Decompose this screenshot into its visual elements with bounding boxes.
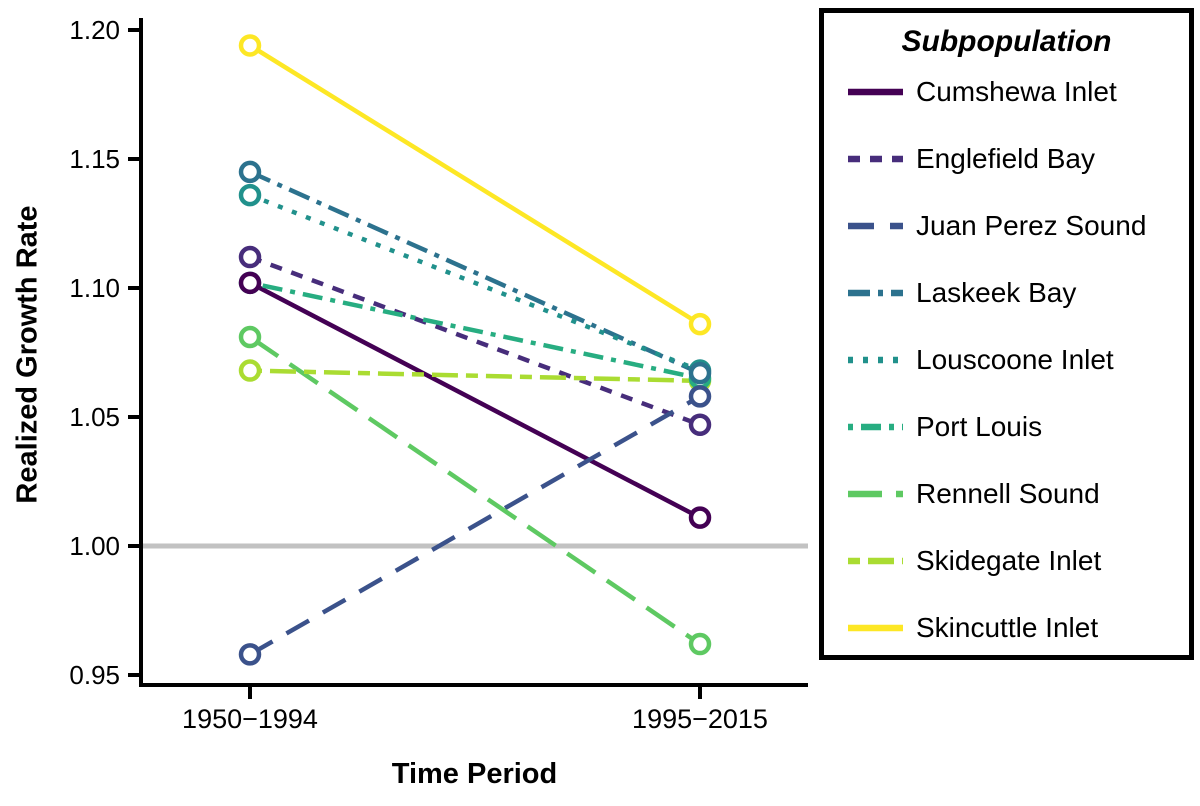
legend-label: Port Louis bbox=[916, 410, 1043, 442]
legend-label: Englefield Bay bbox=[916, 142, 1096, 174]
point-skidegate-inlet-0 bbox=[238, 359, 262, 382]
y-tick-label: 1.10 bbox=[69, 273, 120, 303]
y-tick-label: 1.05 bbox=[69, 402, 120, 432]
point-rennell-sound-1 bbox=[688, 632, 712, 656]
y-tick-label: 1.20 bbox=[69, 15, 120, 45]
legend: Subpopulation Cumshewa Inlet Englefield B… bbox=[819, 8, 1194, 660]
series-line-skincuttle-inlet bbox=[248, 43, 702, 327]
legend-item-laskeek-bay: Laskeek Bay bbox=[848, 259, 1183, 326]
series-line-louscoone-inlet bbox=[249, 193, 701, 373]
legend-label: Skincuttle Inlet bbox=[916, 611, 1099, 643]
legend-item-cumshewa-inlet: Cumshewa Inlet bbox=[848, 58, 1183, 125]
y-axis-title: Realized Growth Rate bbox=[11, 205, 44, 504]
series-line-laskeek-bay bbox=[249, 169, 701, 376]
legend-key-juan-perez-sound bbox=[848, 222, 903, 229]
series-line-skidegate-inlet bbox=[249, 368, 701, 384]
y-tick-label: 0.95 bbox=[69, 660, 120, 690]
x-axis-title: Time Period bbox=[391, 758, 558, 790]
legend-label: Rennell Sound bbox=[916, 477, 1100, 509]
legend-item-juan-perez-sound: Juan Perez Sound bbox=[848, 192, 1183, 259]
series-line-cumshewa-inlet bbox=[248, 280, 702, 520]
legend-key-cumshewa-inlet bbox=[848, 88, 903, 95]
legend-item-port-louis: Port Louis bbox=[848, 393, 1183, 460]
legend-item-rennell-sound: Rennell Sound bbox=[848, 460, 1183, 527]
y-tick-label: 1.15 bbox=[69, 144, 120, 174]
legend-label: Cumshewa Inlet bbox=[916, 75, 1117, 107]
legend-item-louscoone-inlet: Louscoone Inlet bbox=[848, 326, 1183, 393]
legend-item-skidegate-inlet: Skidegate Inlet bbox=[848, 527, 1183, 594]
series-line-juan-perez-sound bbox=[248, 394, 702, 657]
point-louscoone-inlet-0 bbox=[238, 183, 262, 207]
legend-label: Skidegate Inlet bbox=[916, 544, 1102, 576]
series-line-port-louis bbox=[249, 280, 701, 381]
legend-key-rennell-sound bbox=[848, 490, 903, 497]
legend-key-skidegate-inlet bbox=[848, 557, 903, 564]
point-englefield-bay-0 bbox=[238, 245, 262, 269]
point-skincuttle-inlet-1 bbox=[688, 312, 712, 336]
legend-label: Juan Perez Sound bbox=[916, 209, 1147, 241]
legend-rows: Cumshewa Inlet Englefield Bay Juan Perez S… bbox=[848, 58, 1183, 661]
point-cumshewa-inlet-1 bbox=[688, 506, 712, 529]
legend-key-port-louis bbox=[848, 423, 903, 430]
legend-key-skincuttle-inlet bbox=[848, 624, 903, 631]
series-line-englefield-bay bbox=[249, 254, 701, 427]
y-tick-label: 1.00 bbox=[69, 531, 120, 561]
point-cumshewa-inlet-0 bbox=[238, 271, 262, 295]
legend-item-skincuttle-inlet: Skincuttle Inlet bbox=[848, 594, 1183, 661]
point-juan-perez-sound-0 bbox=[238, 643, 262, 666]
legend-label: Laskeek Bay bbox=[916, 276, 1077, 308]
x-tick-label: 1995−2015 bbox=[632, 704, 768, 734]
point-englefield-bay-1 bbox=[688, 413, 712, 436]
legend-key-englefield-bay bbox=[848, 155, 903, 162]
legend-item-englefield-bay: Englefield Bay bbox=[848, 125, 1183, 192]
point-juan-perez-sound-1 bbox=[688, 385, 712, 408]
x-tick-label: 1950−1994 bbox=[182, 704, 318, 734]
point-skincuttle-inlet-0 bbox=[238, 34, 262, 57]
legend-title: Subpopulation bbox=[901, 25, 1112, 58]
point-laskeek-bay-1 bbox=[688, 361, 712, 385]
point-rennell-sound-0 bbox=[238, 325, 262, 349]
legend-key-louscoone-inlet bbox=[848, 356, 903, 363]
series-line-rennell-sound bbox=[248, 335, 702, 646]
legend-label: Louscoone Inlet bbox=[916, 343, 1114, 375]
point-laskeek-bay-0 bbox=[238, 160, 262, 184]
legend-key-laskeek-bay bbox=[848, 289, 903, 296]
